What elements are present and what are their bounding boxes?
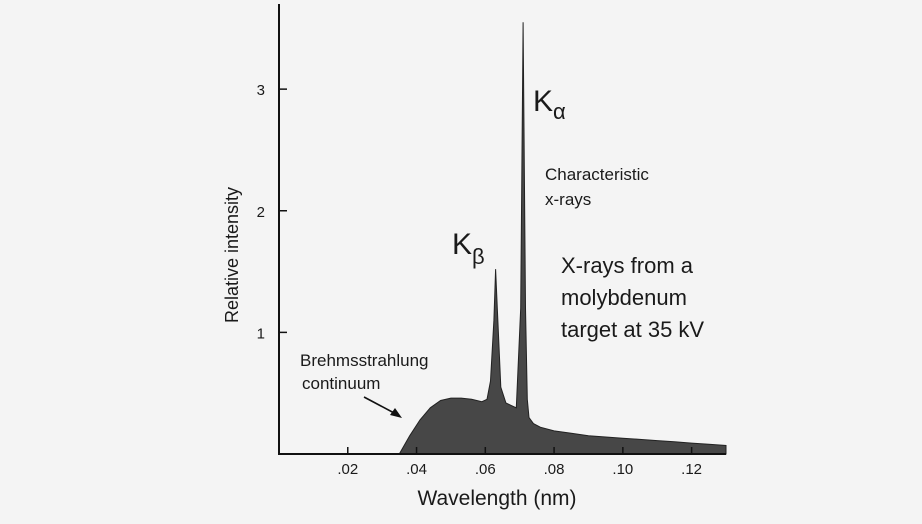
k-alpha-label: Kα [533, 85, 566, 124]
x-tick-label: .06 [475, 461, 496, 478]
k-beta-sub: β [472, 244, 485, 269]
characteristic-label-line1: Characteristic [545, 165, 649, 184]
spectrum-area-0 [398, 22, 727, 455]
k-alpha-main: K [533, 85, 553, 118]
x-ticks: .02 .04 .06 .08 .10 .12 [337, 447, 702, 478]
x-tick-label: .10 [612, 461, 633, 478]
x-tick-label: .04 [406, 461, 427, 478]
k-beta-label: Kβ [452, 228, 485, 269]
y-axis-title: Relative intensity [222, 187, 242, 323]
brehmsstrahlung-label-line2: continuum [302, 374, 380, 393]
characteristic-label-line2: x-rays [545, 190, 591, 209]
description-line2: molybdenum [561, 285, 687, 310]
y-tick-label: 1 [257, 325, 265, 342]
brehmsstrahlung-arrow [363, 396, 402, 418]
brehmsstrahlung-label-line1: Brehmsstrahlung [300, 351, 429, 370]
k-beta-main: K [452, 228, 472, 261]
k-alpha-sub: α [553, 99, 566, 124]
x-axis-title: Wavelength (nm) [417, 487, 576, 510]
y-ticks: 1 2 3 [257, 82, 287, 342]
y-tick-label: 3 [257, 82, 265, 99]
chart-marks [398, 22, 727, 455]
description-line1: X-rays from a [561, 253, 694, 278]
x-tick-label: .02 [337, 461, 358, 478]
description-line3: target at 35 kV [561, 317, 704, 342]
y-tick-label: 2 [257, 204, 265, 221]
x-tick-label: .08 [544, 461, 565, 478]
x-tick-label: .12 [681, 461, 702, 478]
